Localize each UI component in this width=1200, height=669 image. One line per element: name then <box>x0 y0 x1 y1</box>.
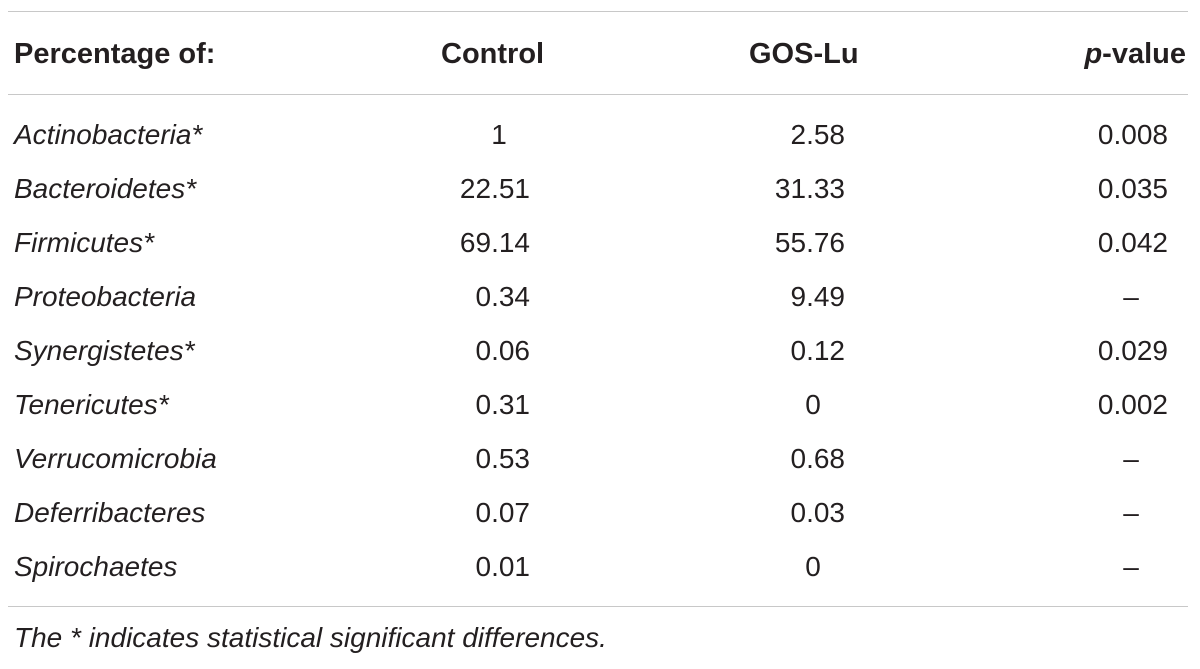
p-value: 0.029 <box>1097 335 1168 366</box>
p-value: – <box>1123 551 1139 582</box>
table-row: Proteobacteria 0.34 9.49 – <box>0 270 1200 324</box>
control-value: 0.53 <box>475 443 531 474</box>
header-p-italic: p <box>1084 38 1103 70</box>
row-label: Actinobacteria* <box>14 119 203 150</box>
row-label: Deferribacteres <box>14 497 206 528</box>
gos-value: 31.33 <box>774 173 845 204</box>
table-row: Deferribacteres 0.07 0.03 – <box>0 486 1200 540</box>
table-footnote: The * indicates statistical significant … <box>14 622 607 653</box>
table-row: Synergistetes* 0.06 0.12 0.029 <box>0 324 1200 378</box>
control-value: 0.34 <box>475 281 531 312</box>
control-value: 0.31 <box>475 389 531 420</box>
table-row: Bacteroidetes* 22.51 31.33 0.035 <box>0 162 1200 216</box>
table-row: Spirochaetes 0.01 0 – <box>0 540 1200 594</box>
top-rule <box>8 11 1188 12</box>
table-row: Verrucomicrobia 0.53 0.68 – <box>0 432 1200 486</box>
table-row: Actinobacteria* 1 2.58 0.008 <box>0 108 1200 162</box>
p-value: 0.035 <box>1097 173 1168 204</box>
p-value: 0.008 <box>1097 119 1168 150</box>
gos-value: 0 <box>805 389 821 420</box>
p-value: 0.002 <box>1097 389 1168 420</box>
gos-value: 2.58 <box>790 119 846 150</box>
row-label: Verrucomicrobia <box>14 443 217 474</box>
header-gos-lu: GOS-Lu <box>749 38 859 70</box>
header-control: Control <box>441 38 545 70</box>
gos-value: 0.12 <box>790 335 846 366</box>
row-label: Proteobacteria <box>14 281 197 312</box>
control-value: 1 <box>491 119 507 150</box>
p-value: 0.042 <box>1097 227 1168 258</box>
gos-value: 55.76 <box>774 227 845 258</box>
header-rule <box>8 94 1188 95</box>
p-value: – <box>1123 443 1139 474</box>
table-row: Tenericutes* 0.31 0 0.002 <box>0 378 1200 432</box>
gos-value: 0 <box>805 551 821 582</box>
header-p-rest: -value <box>1102 38 1186 70</box>
gos-value: 0.68 <box>790 443 846 474</box>
p-value: – <box>1123 281 1139 312</box>
bottom-rule <box>8 606 1188 607</box>
p-value: – <box>1123 497 1139 528</box>
row-label: Synergistetes* <box>14 335 195 366</box>
gos-value: 0.03 <box>790 497 846 528</box>
row-label: Bacteroidetes* <box>14 173 197 204</box>
control-value: 69.14 <box>459 227 530 258</box>
row-label: Tenericutes* <box>14 389 169 420</box>
header-p-value: p-value <box>1084 26 1186 82</box>
control-value: 0.01 <box>475 551 531 582</box>
row-label: Spirochaetes <box>14 551 178 582</box>
control-value: 22.51 <box>459 173 530 204</box>
header-percentage-of: Percentage of: <box>14 38 216 70</box>
gos-value: 9.49 <box>790 281 846 312</box>
control-value: 0.07 <box>475 497 531 528</box>
table-header-row: Percentage of: Control GOS-Lu p-value <box>0 26 1200 82</box>
control-value: 0.06 <box>475 335 531 366</box>
table-body: Actinobacteria* 1 2.58 0.008 Bacteroidet… <box>0 108 1200 594</box>
table-row: Firmicutes* 69.14 55.76 0.042 <box>0 216 1200 270</box>
row-label: Firmicutes* <box>14 227 155 258</box>
